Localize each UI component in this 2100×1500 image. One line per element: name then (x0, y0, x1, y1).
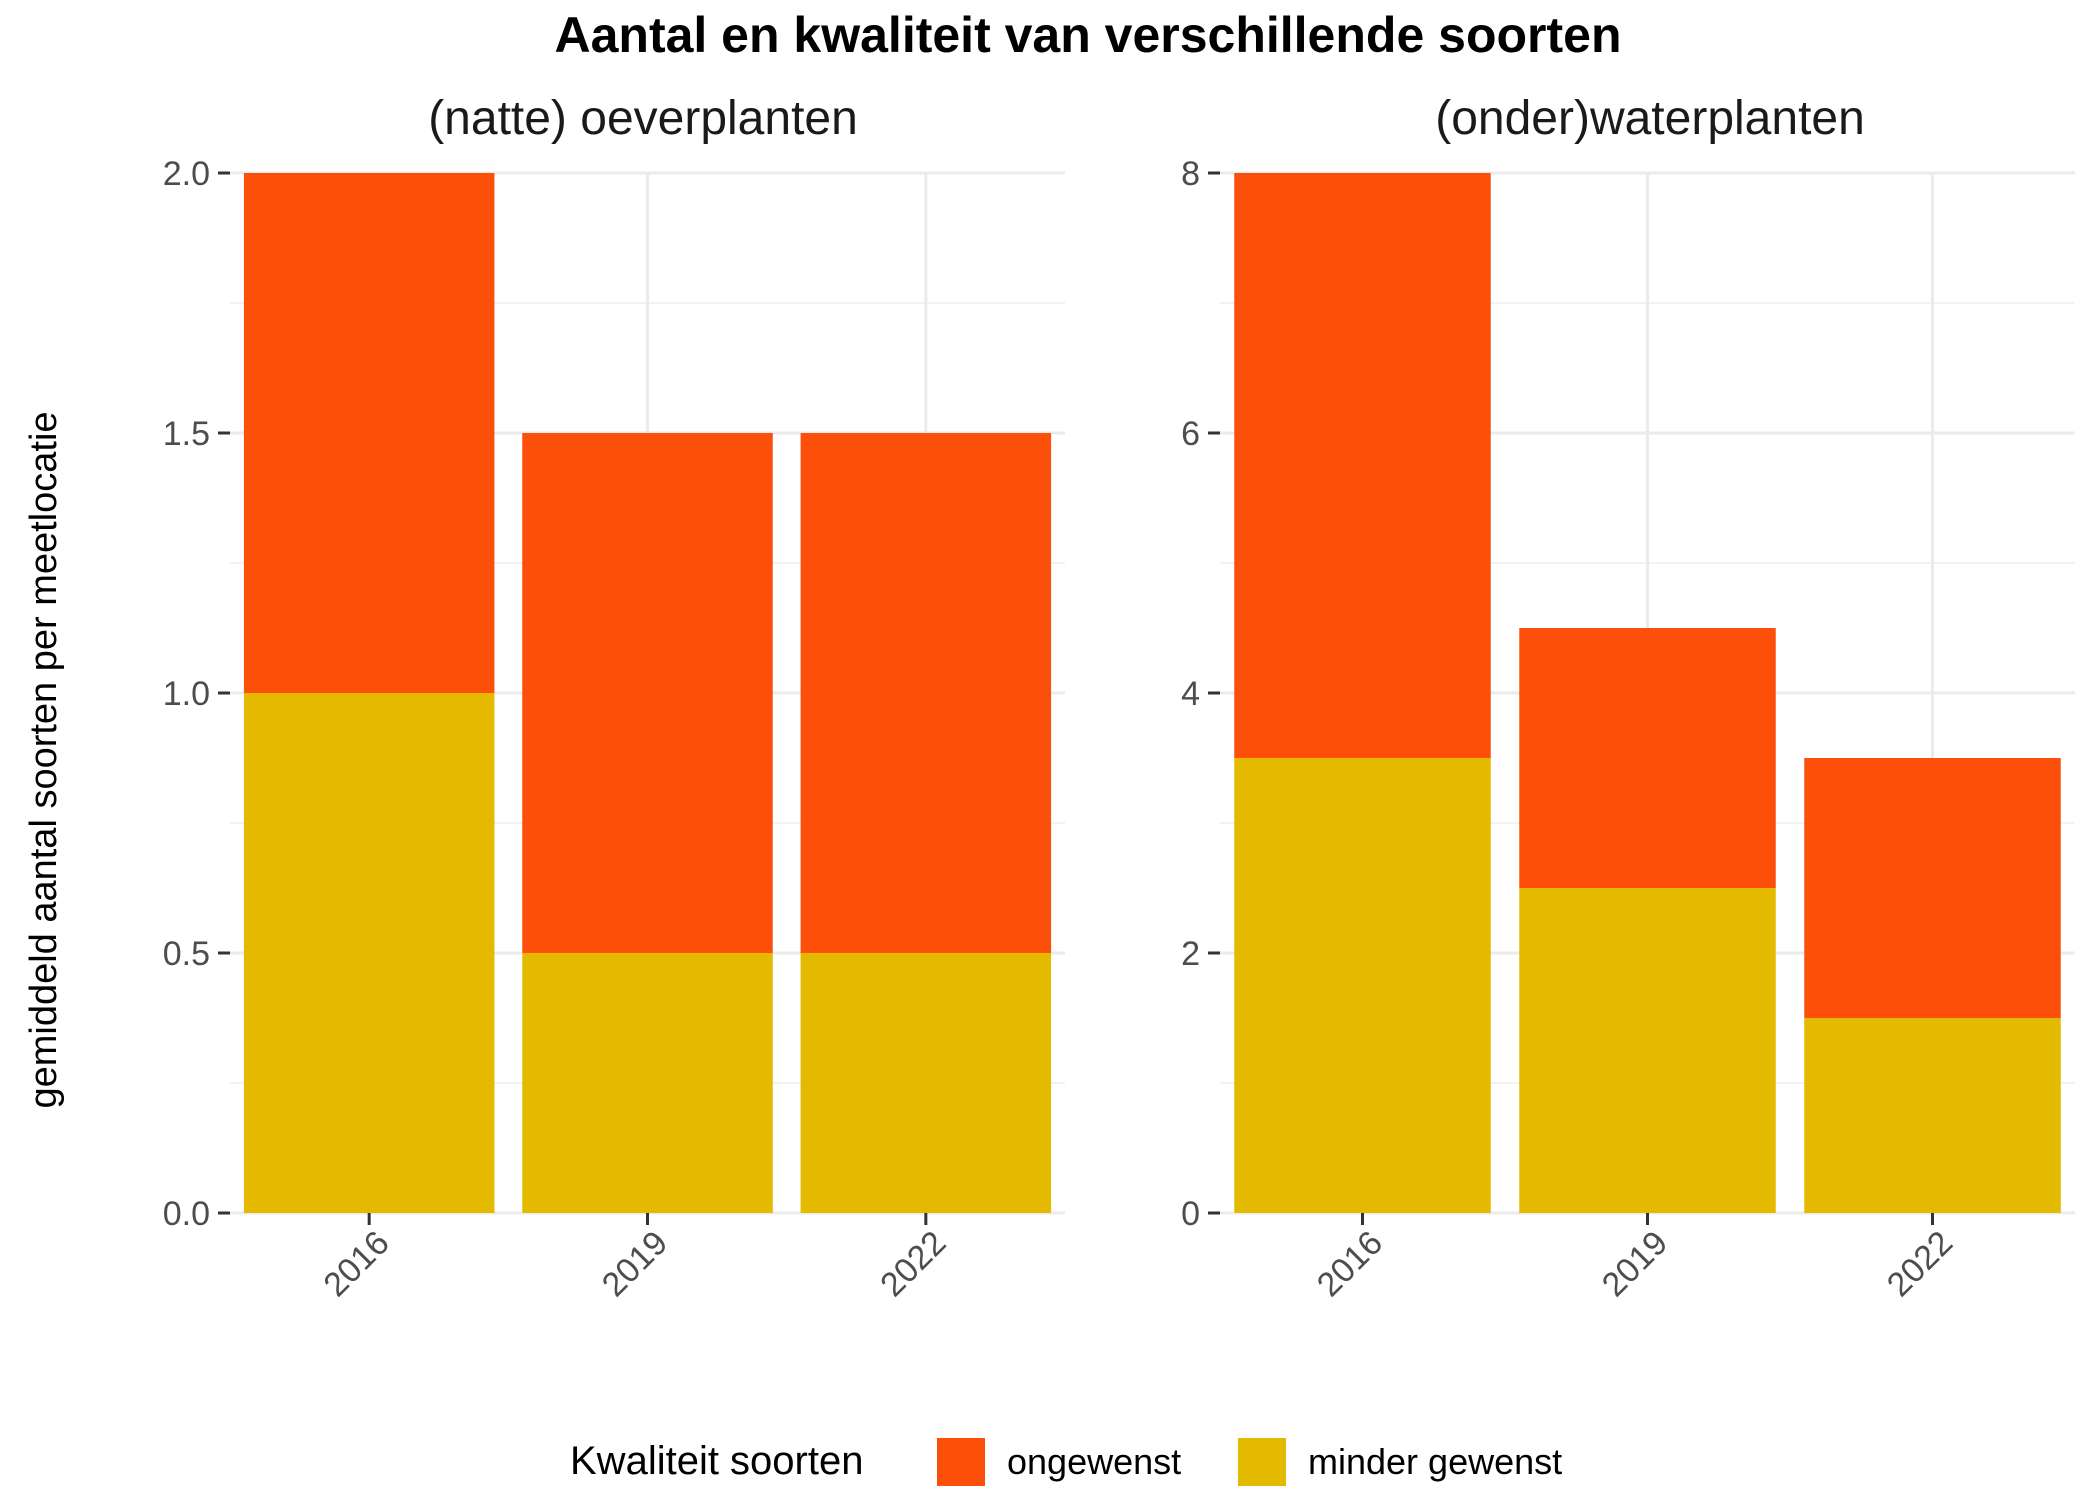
panel-title-oeverplanten: (natte) oeverplanten (428, 92, 858, 145)
legend: Kwaliteit soorten ongewenst minder gewen… (570, 1438, 1562, 1486)
bar-ongewenst-2019 (522, 433, 773, 953)
x-tick-label: 2019 (1595, 1224, 1675, 1304)
legend-title: Kwaliteit soorten (570, 1439, 863, 1483)
y-tick-label: 0.0 (163, 1195, 210, 1233)
bar-minder-gewenst-2022 (1804, 1018, 2061, 1213)
x-tick-label: 2022 (873, 1224, 953, 1304)
bar-minder-gewenst-2019 (1519, 888, 1776, 1213)
x-tick-label: 2022 (1880, 1224, 1960, 1304)
y-tick-label: 1.0 (163, 675, 210, 713)
y-tick-label: 1.5 (163, 415, 210, 453)
bar-minder-gewenst-2022 (800, 953, 1052, 1213)
bar-ongewenst-2022 (800, 433, 1052, 953)
y-tick-label: 8 (1181, 155, 1200, 193)
legend-swatch-minder-gewenst (1238, 1438, 1286, 1486)
y-tick-label: 0.5 (163, 935, 210, 973)
panel-oeverplanten: 0.0 0.5 1.0 1.5 2.0 2016 2019 2022 (163, 155, 1065, 1304)
legend-swatch-ongewenst (937, 1438, 985, 1486)
y-tick-label: 2.0 (163, 155, 210, 193)
chart-title: Aantal en kwaliteit van verschillende so… (554, 7, 1621, 63)
bar-ongewenst-2016 (243, 173, 495, 693)
bar-minder-gewenst-2019 (522, 953, 773, 1213)
x-tick-label: 2016 (316, 1224, 396, 1304)
y-tick-label: 2 (1181, 935, 1200, 973)
y-tick-label: 6 (1181, 415, 1200, 453)
bar-minder-gewenst-2016 (1234, 758, 1491, 1213)
x-tick-label: 2016 (1310, 1224, 1390, 1304)
bar-minder-gewenst-2016 (243, 693, 495, 1213)
legend-label-ongewenst: ongewenst (1007, 1441, 1181, 1482)
y-tick-label: 4 (1181, 675, 1200, 713)
bar-ongewenst-2016 (1234, 173, 1491, 758)
y-tick-label: 0 (1181, 1195, 1200, 1233)
bar-ongewenst-2022 (1804, 758, 2061, 1018)
panel-title-waterplanten: (onder)waterplanten (1435, 92, 1865, 145)
panel-waterplanten: 0 2 4 6 8 2016 2019 2022 (1181, 155, 2075, 1304)
bar-ongewenst-2019 (1519, 628, 1776, 888)
x-tick-label: 2019 (595, 1224, 675, 1304)
y-axis-title: gemiddeld aantal soorten per meetlocatie (23, 411, 65, 1108)
legend-label-minder-gewenst: minder gewenst (1308, 1441, 1562, 1482)
